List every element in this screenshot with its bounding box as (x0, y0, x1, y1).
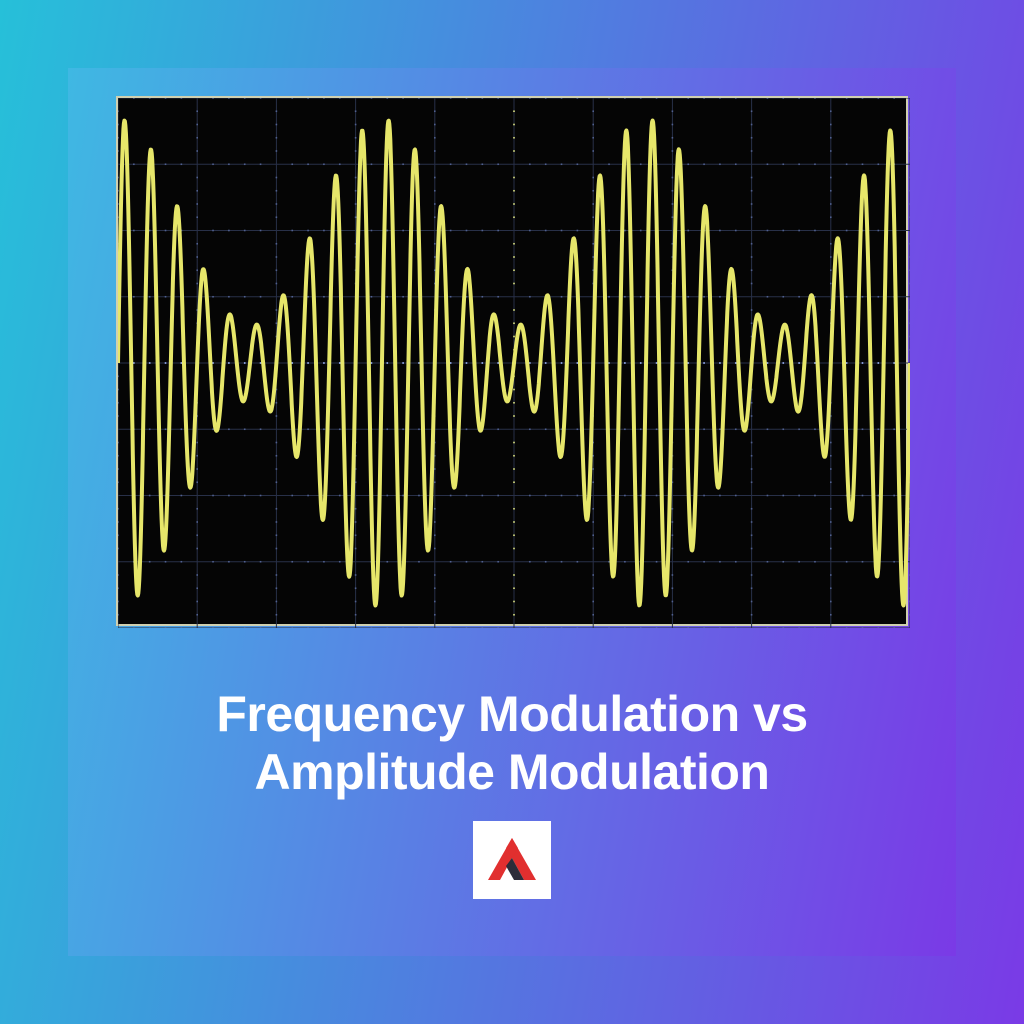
title-line-2: Amplitude Modulation (255, 744, 770, 800)
title: Frequency Modulation vs Amplitude Modula… (216, 686, 807, 801)
logo (473, 821, 551, 899)
inner-card: Frequency Modulation vs Amplitude Modula… (68, 68, 956, 956)
logo-icon (484, 832, 540, 888)
oscilloscope-chart (116, 96, 908, 626)
outer-frame: Frequency Modulation vs Amplitude Modula… (0, 0, 1024, 1024)
title-line-1: Frequency Modulation vs (216, 686, 807, 742)
waveform-svg (118, 98, 910, 628)
